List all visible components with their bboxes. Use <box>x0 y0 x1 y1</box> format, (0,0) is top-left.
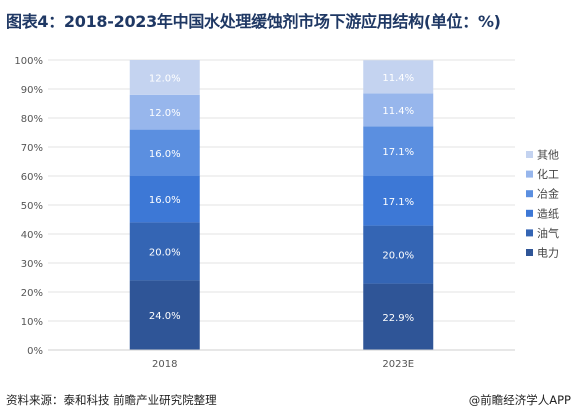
data-label: 20.0% <box>149 247 181 258</box>
data-label: 16.0% <box>149 195 181 206</box>
gridlines <box>48 59 515 351</box>
y-tick-label: 0% <box>27 346 43 357</box>
bars: 24.0% 20.0% 16.0% 16.0% 12.0% 12.0% 22.9% 20.0%… <box>129 60 434 350</box>
x-tick-label: 2023E <box>382 359 414 370</box>
data-label: 17.1% <box>382 147 414 158</box>
bar-segment <box>129 222 200 281</box>
y-tick-label: 10% <box>21 317 43 328</box>
y-tick-label: 80% <box>21 114 43 125</box>
y-tick-label: 30% <box>21 259 43 270</box>
bar-segment <box>363 93 434 127</box>
data-label: 20.0% <box>382 251 414 262</box>
brand-note: @前瞻经济学人APP <box>468 393 571 407</box>
data-label: 11.4% <box>382 106 414 117</box>
legend-swatch <box>526 190 533 198</box>
source-note: 资料来源：泰和科技 前瞻产业研究院整理 <box>6 393 217 407</box>
y-tick-label: 50% <box>21 201 43 212</box>
y-tick-label: 60% <box>21 172 43 183</box>
bar-segment <box>129 280 200 350</box>
legend-label: 冶金 <box>537 187 559 201</box>
bar-segment <box>363 283 434 350</box>
legend-swatch <box>526 209 533 217</box>
y-tick-label: 100% <box>14 56 43 67</box>
data-label: 22.9% <box>382 313 414 324</box>
legend-label: 电力 <box>537 247 559 260</box>
legend-label: 化工 <box>537 167 559 181</box>
bar-segment <box>129 94 200 130</box>
x-axis: 2018 2023E <box>48 349 515 370</box>
bar-segment <box>129 60 200 95</box>
data-label: 24.0% <box>149 311 181 322</box>
data-label: 12.0% <box>149 73 181 84</box>
y-tick-label: 70% <box>21 143 43 154</box>
y-tick-label: 40% <box>21 230 43 241</box>
bar-segment <box>363 60 434 94</box>
bar-segment <box>363 126 434 176</box>
y-tick-label: 20% <box>21 288 43 299</box>
chart-title: 图表4：2018-2023年中国水处理缓蚀剂市场下游应用结构(单位：%) <box>6 12 501 31</box>
legend-swatch <box>526 229 533 237</box>
bar-segment <box>129 129 200 176</box>
legend-swatch <box>526 170 533 178</box>
data-label: 11.4% <box>382 73 414 84</box>
x-tick-label: 2018 <box>152 359 177 370</box>
legend-swatch <box>526 249 533 256</box>
bar-segment <box>363 176 434 226</box>
legend-label: 油气 <box>537 226 559 240</box>
legend-label: 造纸 <box>537 206 559 220</box>
data-label: 16.0% <box>149 149 181 160</box>
y-tick-label: 90% <box>21 85 43 96</box>
data-label: 17.1% <box>382 197 414 208</box>
legend-label: 其他 <box>537 149 559 162</box>
bar-segment <box>129 176 200 223</box>
bar-segment <box>363 225 434 284</box>
data-label: 12.0% <box>149 108 181 119</box>
legend-swatch <box>526 151 533 158</box>
y-axis: 0% 10% 20% 30% 40% 50% 60% 70% 80% 90% 100% <box>14 56 43 357</box>
